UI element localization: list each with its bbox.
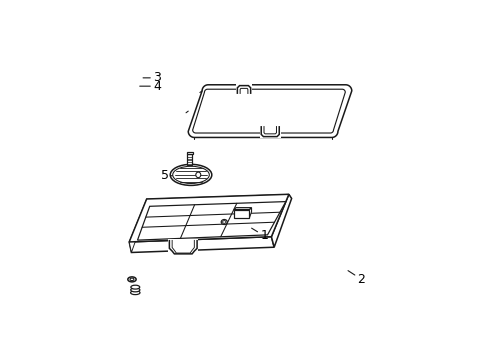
- Ellipse shape: [195, 172, 201, 177]
- Text: 2: 2: [347, 271, 365, 286]
- Ellipse shape: [130, 291, 140, 294]
- Polygon shape: [169, 240, 197, 254]
- Ellipse shape: [172, 166, 209, 184]
- Polygon shape: [192, 89, 345, 133]
- Polygon shape: [261, 126, 279, 136]
- Ellipse shape: [130, 278, 134, 281]
- Polygon shape: [129, 237, 274, 252]
- Ellipse shape: [222, 221, 225, 223]
- Polygon shape: [137, 202, 285, 240]
- Polygon shape: [188, 85, 351, 138]
- Polygon shape: [236, 84, 251, 97]
- Text: 1: 1: [251, 228, 267, 242]
- Ellipse shape: [221, 220, 227, 225]
- Text: 5: 5: [160, 169, 172, 182]
- Polygon shape: [129, 194, 288, 242]
- Polygon shape: [233, 208, 251, 210]
- Bar: [187, 154, 192, 165]
- Ellipse shape: [170, 164, 211, 185]
- Polygon shape: [271, 194, 291, 247]
- Ellipse shape: [131, 285, 140, 289]
- Text: 3: 3: [143, 71, 161, 84]
- Text: 4: 4: [140, 80, 161, 93]
- Polygon shape: [237, 86, 250, 94]
- Polygon shape: [168, 239, 198, 254]
- Polygon shape: [146, 194, 291, 203]
- Bar: [186, 152, 193, 154]
- Ellipse shape: [130, 288, 140, 292]
- Ellipse shape: [127, 277, 136, 282]
- Polygon shape: [259, 123, 280, 138]
- Polygon shape: [249, 208, 251, 218]
- Polygon shape: [233, 210, 249, 218]
- Polygon shape: [129, 199, 148, 252]
